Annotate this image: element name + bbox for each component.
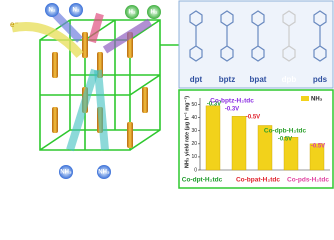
molecule — [97, 165, 111, 179]
bar — [283, 137, 299, 171]
potential-label: -0.3V — [225, 107, 239, 113]
chart: 01020304050Co-dpt-H₂tdc-0.3VCo-bptz-H₂td… — [182, 96, 330, 184]
molecule-label: H₂ — [151, 10, 158, 16]
molecule-label: H₂ — [129, 10, 136, 16]
y-tick-label: 40 — [191, 115, 197, 121]
category-label: Co-bptz-H₂tdc — [210, 98, 254, 105]
ligand-label: dpb — [282, 75, 297, 84]
bar — [309, 143, 325, 171]
y-axis-title: NH₃ yield rate (μg h⁻¹ mg⁻¹) — [183, 96, 190, 168]
category-label: Co-bpat-H₂tdc — [236, 177, 280, 184]
graphical-abstract: e⁻ N₂ N₂ H₂ H₂ NH₃ NH₃ dpt bptz bpat dpb pds NH₃ … — [10, 0, 334, 189]
arrow — [88, 12, 104, 44]
ligand-label: bptz — [219, 75, 235, 84]
potential-label: -0.5V — [246, 115, 260, 121]
pillar — [142, 87, 148, 113]
pillar — [82, 32, 88, 58]
bar — [257, 125, 273, 171]
molecule-label: N₂ — [49, 8, 56, 14]
molecule-label: N₂ — [73, 8, 80, 14]
bar — [231, 116, 247, 171]
ligand-structures: dpt bptz bpat dpb pds — [189, 10, 328, 84]
ligand-label: pds — [313, 75, 328, 84]
y-tick-label: 20 — [191, 141, 197, 147]
pillar — [52, 52, 58, 78]
molecule — [125, 5, 139, 19]
ligand-structure — [282, 10, 296, 62]
arrow — [52, 11, 83, 43]
molecule-label: NH₃ — [98, 170, 110, 176]
molecule — [69, 3, 83, 17]
category-label: Co-dpb-H₂tdc — [264, 128, 307, 135]
potential-label: -0.5V — [278, 137, 292, 143]
pillar — [127, 122, 133, 148]
molecule — [147, 5, 161, 19]
arrow — [102, 18, 153, 54]
y-tick-label: 50 — [191, 102, 197, 108]
ligand-structure — [189, 10, 203, 62]
y-tick-label: 0 — [194, 167, 197, 173]
legend-label: NH₃ — [311, 97, 323, 103]
y-tick-label: 30 — [191, 128, 197, 134]
potential-label: -0.3V — [207, 102, 221, 108]
arrow — [94, 69, 109, 151]
molecule — [59, 165, 73, 179]
electron-label: e⁻ — [10, 20, 19, 29]
ligand-label: dpt — [190, 75, 203, 84]
ligand-structure — [220, 10, 234, 62]
chart-panel — [178, 89, 334, 189]
legend-swatch — [301, 96, 309, 101]
arrow — [66, 68, 99, 152]
ligand-panel — [178, 0, 334, 89]
pillar — [52, 107, 58, 133]
ligand-structure — [251, 10, 265, 62]
bar — [205, 105, 221, 171]
category-label: Co-dpt-H₂tdc — [182, 177, 223, 184]
ligand-structure — [313, 10, 327, 62]
molecule-label: NH₃ — [60, 170, 72, 176]
molecule — [45, 3, 59, 17]
arrow — [11, 22, 84, 58]
molecules: N₂ N₂ H₂ H₂ NH₃ NH₃ — [45, 3, 161, 179]
ligand-label: bpat — [250, 75, 267, 84]
y-tick-label: 10 — [191, 154, 197, 160]
ligand-pillars — [52, 32, 148, 148]
category-label: Co-pds-H₂tdc — [287, 177, 329, 184]
potential-label: -0.5V — [311, 144, 325, 150]
